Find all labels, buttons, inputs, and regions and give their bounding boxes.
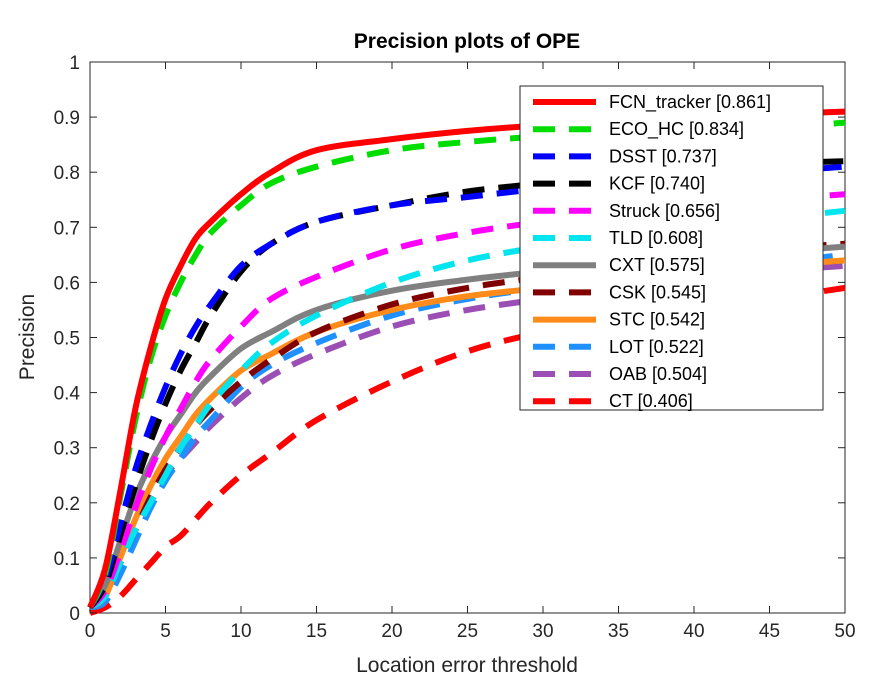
x-axis-label: Location error threshold — [356, 654, 578, 677]
x-tick-label: 50 — [834, 621, 855, 642]
legend-label: FCN_tracker [0.861] — [609, 92, 771, 113]
x-tick-label: 0 — [85, 621, 96, 642]
x-tick-label: 5 — [160, 621, 171, 642]
x-tick-label: 45 — [759, 621, 780, 642]
legend-label: CXT [0.575] — [609, 255, 705, 275]
y-tick-label: 0.8 — [54, 163, 80, 184]
y-axis-label: Precision — [16, 294, 39, 380]
x-tick-label: 15 — [306, 621, 327, 642]
x-tick-label: 35 — [608, 621, 629, 642]
y-tick-label: 0 — [69, 604, 80, 625]
axis-ticks: 0 5 10 15 20 25 30 35 40 45 50 0 0.1 0.2 0.3 0.4 0.5 0.6 0… — [54, 53, 856, 642]
y-tick-label: 0.6 — [54, 273, 80, 294]
y-tick-label: 0.9 — [54, 108, 80, 129]
x-tick-label: 40 — [683, 621, 704, 642]
legend: FCN_tracker [0.861] ECO_HC [0.834] DSST [0… — [519, 85, 824, 411]
legend-label: STC [0.542] — [609, 310, 705, 330]
legend-label: ECO_HC [0.834] — [609, 119, 744, 140]
x-tick-label: 20 — [381, 621, 402, 642]
legend-label: DSST [0.737] — [609, 146, 717, 166]
y-tick-label: 0.1 — [54, 549, 80, 570]
legend-label: Struck [0.656] — [609, 201, 720, 221]
legend-label: LOT [0.522] — [609, 337, 704, 357]
legend-label: OAB [0.504] — [609, 364, 707, 384]
series-line — [88, 251, 846, 611]
x-tick-label: 25 — [457, 621, 478, 642]
legend-label: CT [0.406] — [609, 391, 693, 411]
x-tick-label: 30 — [532, 621, 553, 642]
y-tick-label: 0.4 — [54, 384, 81, 405]
y-tick-label: 0.5 — [54, 329, 80, 350]
legend-label: TLD [0.608] — [609, 228, 703, 248]
legend-box — [519, 85, 824, 411]
y-tick-label: 0.2 — [54, 494, 80, 515]
legend-items: FCN_tracker [0.861] ECO_HC [0.834] DSST [0… — [533, 92, 771, 411]
y-tick-label: 0.7 — [54, 218, 80, 239]
x-tick-label: 10 — [230, 621, 251, 642]
legend-label: CSK [0.545] — [609, 282, 706, 302]
chart-title: Precision plots of OPE — [354, 30, 580, 53]
legend-label: KCF [0.740] — [609, 174, 705, 194]
y-tick-label: 1 — [69, 53, 80, 74]
y-tick-label: 0.3 — [54, 439, 80, 460]
